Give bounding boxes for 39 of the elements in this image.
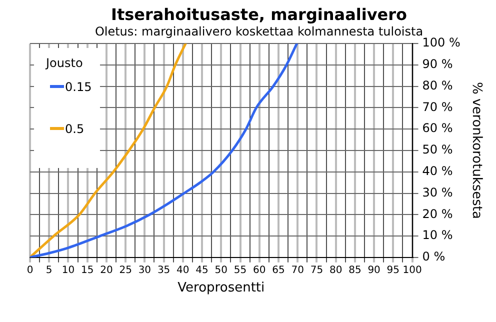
x-tick-label: 15 bbox=[80, 264, 94, 276]
legend-label: 0.15 bbox=[65, 80, 92, 94]
x-tick-label: 55 bbox=[234, 264, 247, 276]
x-tick-label: 70 bbox=[291, 264, 304, 276]
y-tick-label: 30 % bbox=[422, 185, 453, 200]
x-tick-label: 90 bbox=[368, 264, 380, 276]
x-tick-label: 25 bbox=[119, 264, 132, 276]
y-tick-label: 10 % bbox=[422, 228, 453, 242]
x-axis-title: Veroprosentti bbox=[178, 280, 265, 296]
x-tick-label: 0 bbox=[26, 264, 34, 276]
x-tick-label: 75 bbox=[310, 264, 324, 276]
x-tick-label: 10 bbox=[62, 264, 75, 276]
x-tick-label: 50 bbox=[214, 264, 228, 276]
x-tick-label: 35 bbox=[157, 264, 170, 276]
x-tick-label: 100 bbox=[402, 264, 422, 276]
legend-label: 0.5 bbox=[65, 122, 84, 136]
x-tick-label: 20 bbox=[100, 264, 113, 276]
chart-subtitle: Oletus: marginaalivero koskettaa kolmannesta tuloista bbox=[94, 24, 424, 39]
y-tick-label: 90 % bbox=[422, 57, 453, 72]
x-tick-label: 45 bbox=[196, 264, 208, 276]
y-tick-label: 60 % bbox=[422, 121, 453, 136]
y-tick-label: 40 % bbox=[422, 164, 453, 178]
y-tick-label: 80 % bbox=[422, 78, 453, 92]
y-tick-label: 0 % bbox=[422, 250, 446, 264]
x-tick-label: 5 bbox=[46, 264, 52, 276]
legend-title: Jousto bbox=[46, 56, 84, 70]
chart-title: Itserahoitusaste, marginaalivero bbox=[111, 4, 407, 24]
x-tick-label: 30 bbox=[138, 264, 152, 276]
y-tick-label: 70 % bbox=[422, 100, 453, 114]
x-tick-label: 60 bbox=[253, 264, 266, 276]
x-tick-label: 95 bbox=[386, 264, 400, 276]
x-tick-label: 65 bbox=[272, 264, 285, 276]
x-tick-label: 40 bbox=[176, 264, 190, 276]
y-tick-label: 100 % bbox=[422, 36, 460, 50]
y-axis-title: % veronkorotuksesta bbox=[468, 82, 484, 219]
x-tick-label: 80 bbox=[329, 264, 342, 276]
y-tick-label: 20 % bbox=[422, 206, 453, 221]
x-tick-label: 85 bbox=[348, 264, 362, 276]
y-tick-label: 50 % bbox=[422, 142, 453, 157]
